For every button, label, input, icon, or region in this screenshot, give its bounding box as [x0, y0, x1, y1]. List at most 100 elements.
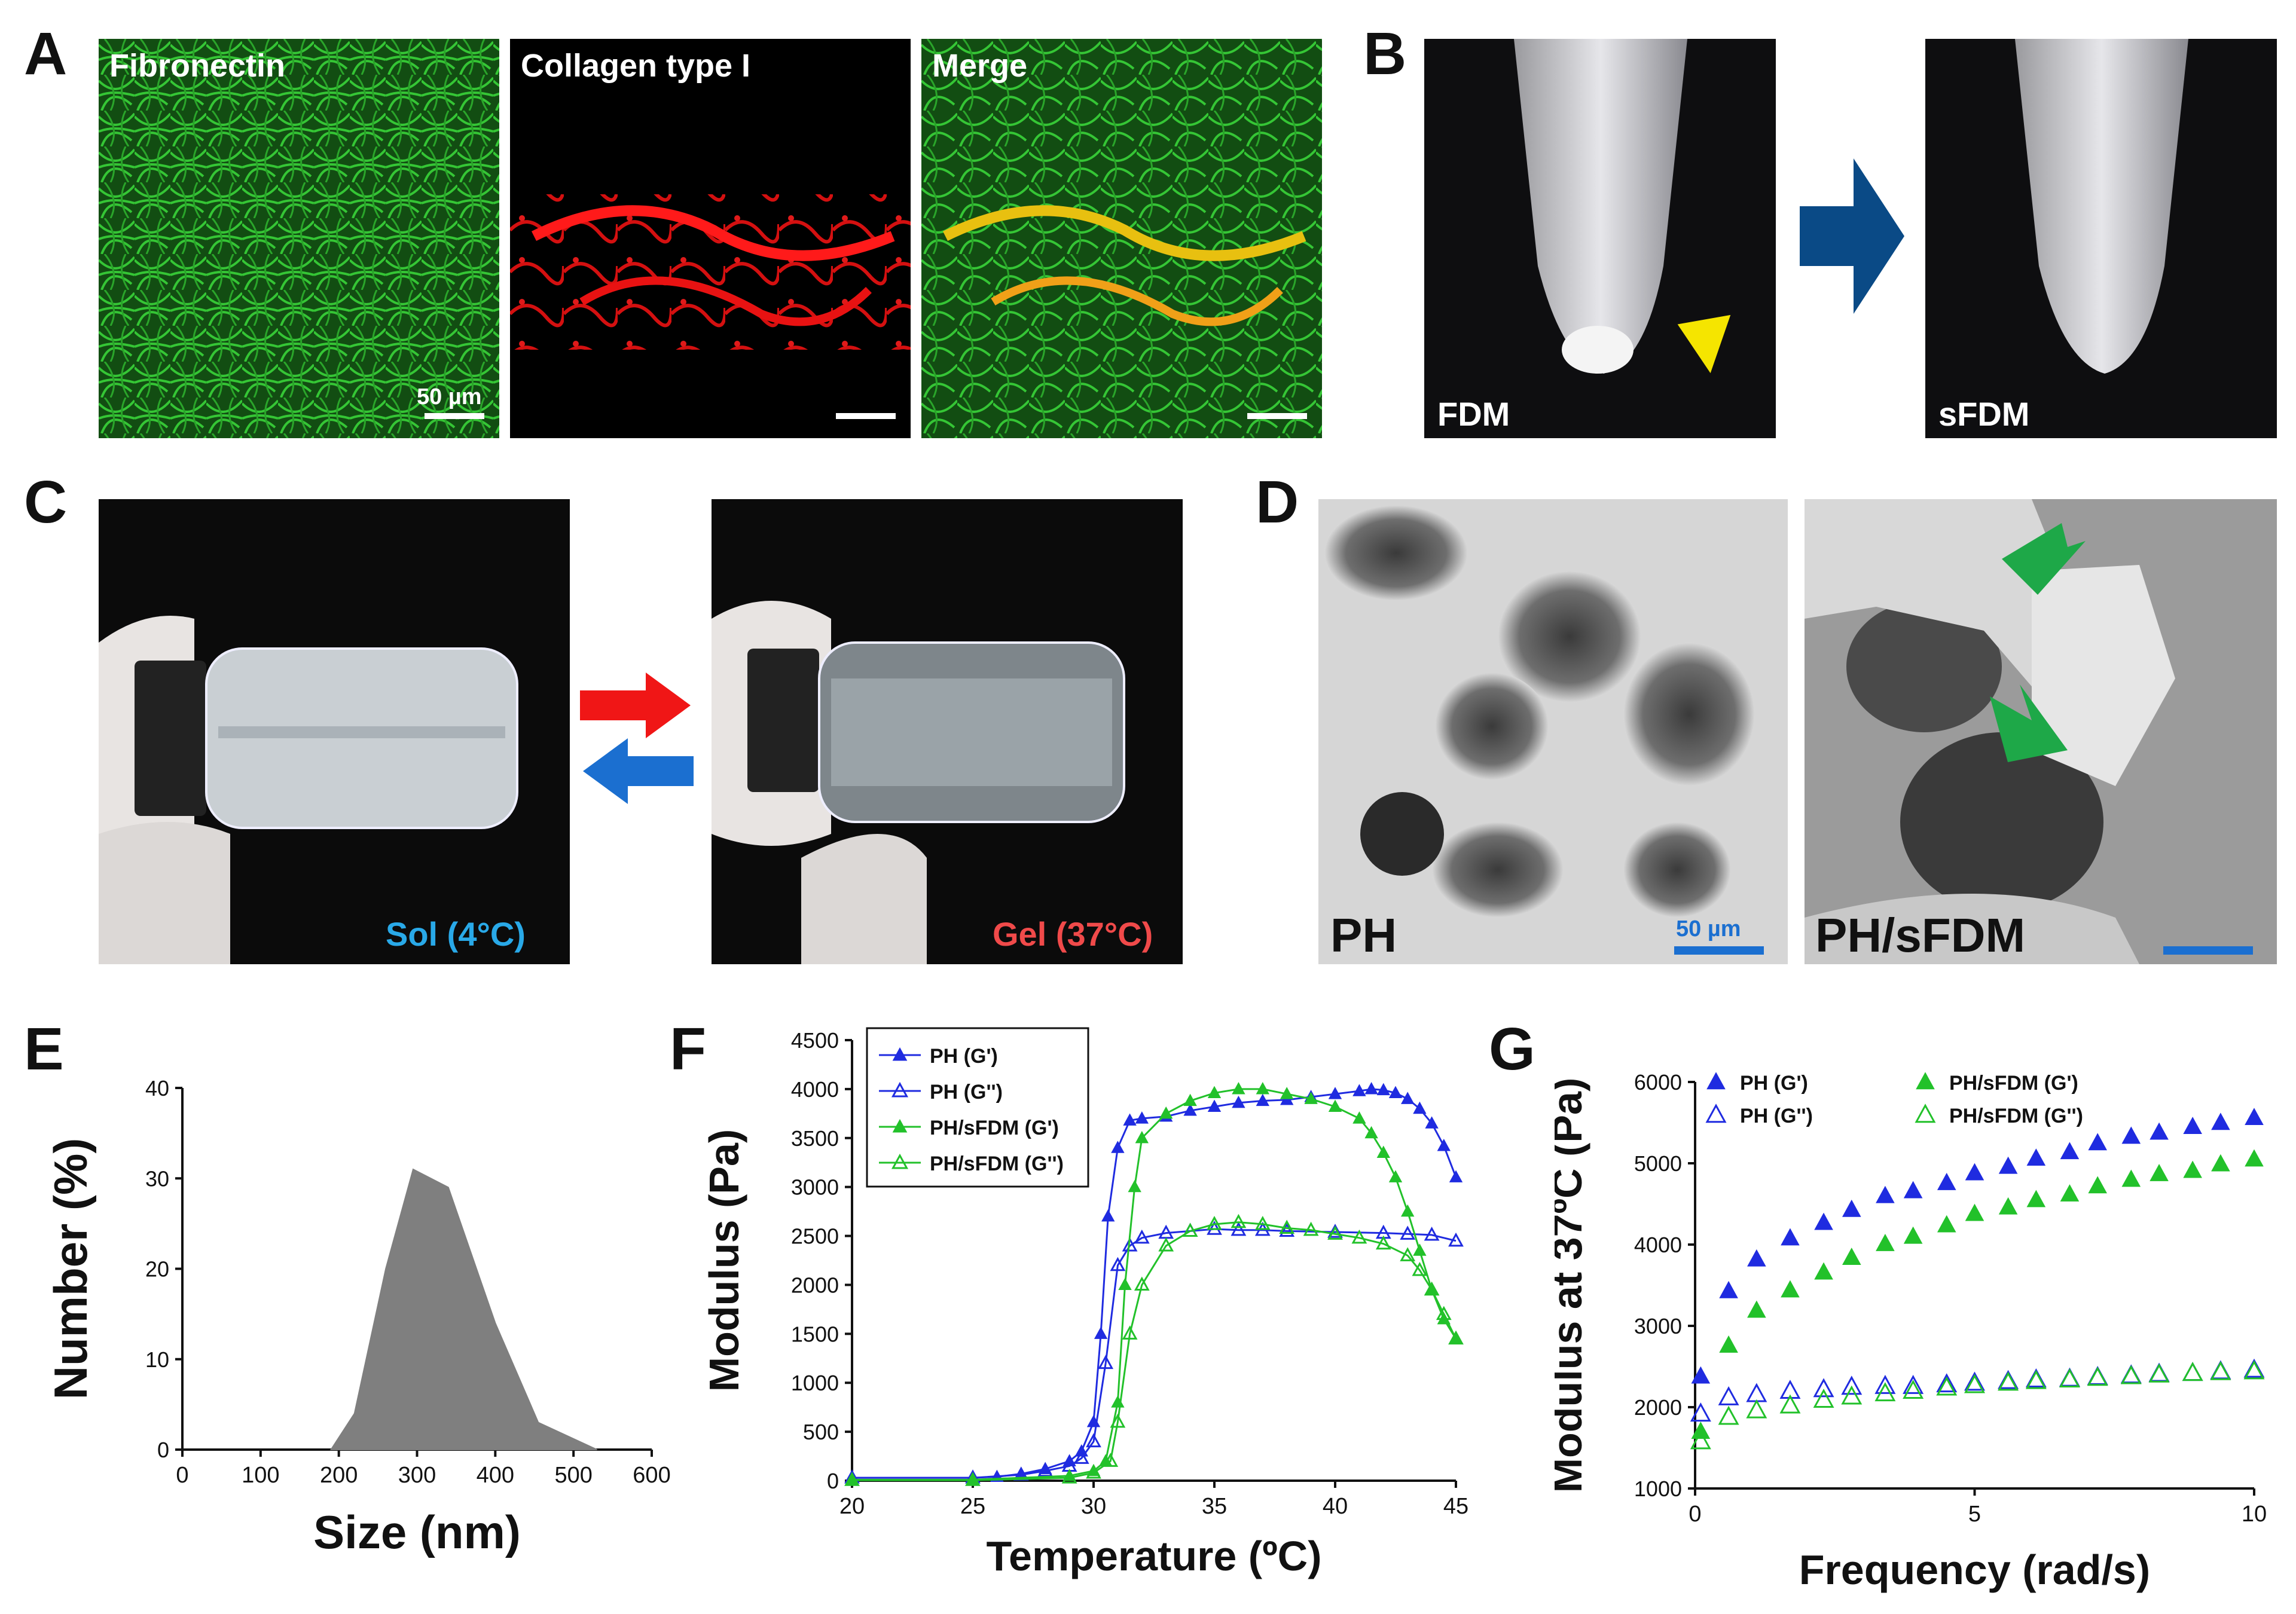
scale-bar-label: 50 µm: [1676, 916, 1741, 941]
y-tick-label: 1000: [1634, 1477, 1682, 1501]
y-tick-label: 500: [803, 1420, 839, 1444]
data-point: [1841, 1375, 1863, 1395]
data-point: [1351, 1229, 1367, 1244]
data-point: [1111, 1141, 1125, 1153]
y-axis-label: Modulus (Pa): [701, 1129, 747, 1392]
data-point: [1073, 1450, 1089, 1464]
data-point: [2183, 1160, 2202, 1178]
data-point: [1103, 1453, 1119, 1467]
data-point: [1401, 1092, 1415, 1104]
data-point: [1841, 1385, 1863, 1405]
data-point: [2183, 1117, 2202, 1134]
data-point: [2060, 1184, 2080, 1202]
data-point: [1936, 1376, 1958, 1396]
x-tick-label: 400: [477, 1463, 514, 1488]
data-point: [1412, 1261, 1428, 1276]
y-tick-label: 4000: [791, 1077, 839, 1102]
scale-bar-label: 50 µm: [417, 384, 482, 409]
data-point: [1207, 1215, 1222, 1230]
sfdm-tube-image: sFDM: [1925, 39, 2277, 438]
data-point: [1135, 1111, 1149, 1124]
y-tick-label: 2500: [791, 1224, 839, 1249]
data-point: [1183, 1093, 1197, 1106]
legend-label: PH/sFDM (G''): [930, 1153, 1064, 1175]
reversible-arrows-icon: [580, 672, 694, 804]
data-point: [1964, 1371, 1985, 1391]
x-axis-label: Frequency (rad/s): [1799, 1546, 2150, 1593]
series-line: [852, 1221, 1457, 1481]
data-point: [1232, 1082, 1245, 1095]
data-point: [1375, 1235, 1391, 1250]
process-arrow-icon: [1800, 158, 1904, 314]
data-point: [1814, 1262, 1833, 1280]
data-point: [2121, 1126, 2141, 1144]
data-point: [2088, 1133, 2107, 1151]
y-tick-label: 10: [145, 1347, 169, 1372]
y-tick-label: 3000: [791, 1175, 839, 1200]
data-point: [1424, 1281, 1440, 1296]
data-point: [1903, 1380, 1924, 1399]
scale-bar: [1247, 413, 1307, 419]
data-point: [1437, 1139, 1451, 1151]
data-point: [891, 1081, 909, 1098]
data-point: [1110, 1257, 1126, 1271]
x-tick-label: 0: [1689, 1502, 1701, 1527]
data-point: [1690, 1402, 1711, 1422]
legend-label: PH (G'): [1740, 1072, 1808, 1095]
y-tick-label: 2000: [791, 1273, 839, 1297]
data-point: [1436, 1306, 1452, 1320]
gel-label: Gel (37°C): [993, 915, 1153, 953]
data-point: [1998, 1371, 2019, 1391]
data-point: [1101, 1209, 1115, 1222]
data-point: [1280, 1087, 1294, 1099]
legend-label: PH/sFDM (G''): [1949, 1105, 2083, 1127]
data-point: [1706, 1072, 1726, 1090]
data-point: [2088, 1176, 2107, 1194]
data-point: [1304, 1092, 1318, 1104]
panel-label-c: C: [24, 469, 68, 536]
data-point: [1401, 1204, 1415, 1217]
panel-label-e: E: [24, 1016, 64, 1083]
data-point: [1118, 1277, 1132, 1291]
legend-label: PH/sFDM (G'): [930, 1117, 1059, 1139]
data-point: [1937, 1172, 1956, 1190]
data-point: [2025, 1370, 2047, 1389]
data-point: [1256, 1093, 1269, 1106]
legend-label: PH (G''): [1740, 1105, 1813, 1127]
panel-label-a: A: [24, 20, 68, 87]
data-point: [1400, 1225, 1416, 1240]
data-point: [1964, 1374, 1985, 1393]
fibronectin-image: Fibronectin 50 µm: [99, 39, 499, 438]
x-tick-label: 10: [2242, 1502, 2267, 1527]
data-point: [2059, 1368, 2080, 1387]
x-tick-label: 45: [1443, 1494, 1468, 1519]
collagen-image: Collagen type I: [510, 39, 911, 438]
series-line: [852, 1088, 1457, 1481]
data-point: [1376, 1083, 1390, 1096]
data-point: [1328, 1099, 1342, 1112]
x-tick-label: 200: [320, 1463, 358, 1488]
scale-bar: [2163, 946, 2253, 955]
data-point: [1183, 1103, 1197, 1116]
data-point: [1098, 1355, 1114, 1370]
scale-bar: [425, 413, 484, 419]
data-point: [1123, 1113, 1137, 1126]
data-point: [1231, 1213, 1247, 1228]
data-point: [1903, 1181, 1923, 1199]
gel-vial-image: Gel (37°C): [712, 499, 1183, 964]
y-tick-label: 6000: [1634, 1070, 1682, 1095]
data-point: [1134, 1229, 1150, 1244]
data-point: [892, 1047, 908, 1061]
panel-label-b: B: [1363, 20, 1407, 87]
data-point: [1937, 1215, 1956, 1233]
y-tick-label: 5000: [1634, 1151, 1682, 1176]
panel-label-d: D: [1256, 469, 1299, 536]
data-point: [1998, 1156, 2018, 1174]
x-axis-label: Size (nm): [313, 1506, 521, 1558]
data-point: [965, 1472, 981, 1486]
legend-label: PH (G'): [930, 1045, 998, 1068]
data-point: [892, 1118, 908, 1133]
data-point: [1690, 1430, 1711, 1450]
data-point: [2087, 1367, 2108, 1386]
data-point: [2060, 1142, 2080, 1160]
